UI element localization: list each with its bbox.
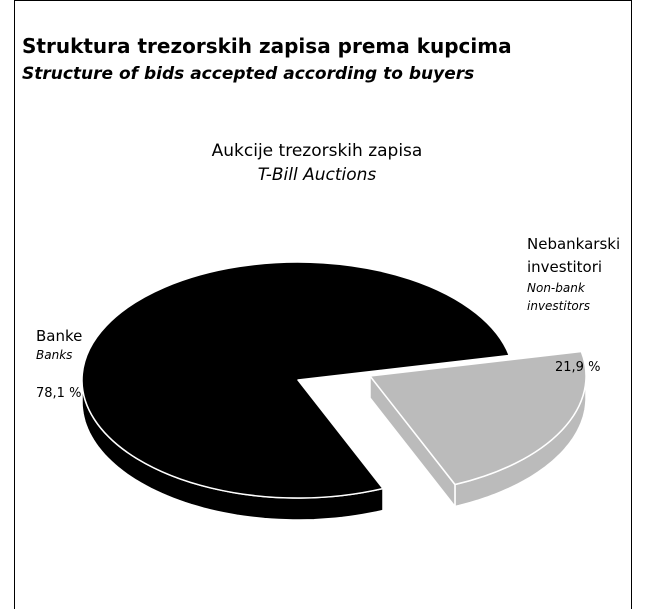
slice-label-nonbank-en-1: Non-bank bbox=[527, 281, 586, 295]
slice-value-nonbank: 21,9 % bbox=[555, 360, 600, 375]
page-title: Struktura trezorskih zapisa prema kupcim… bbox=[22, 34, 512, 58]
pie-layer bbox=[81, 261, 587, 521]
slice-label-nonbank-2: investitori bbox=[527, 258, 602, 276]
chart-subtitle: T-Bill Auctions bbox=[258, 165, 377, 185]
slice-label-nonbank-1: Nebankarski bbox=[527, 235, 620, 253]
pie-slice-nonbank-top bbox=[369, 350, 587, 486]
slice-label-banks-en: Banks bbox=[36, 348, 72, 362]
slice-label-banks: Banke bbox=[36, 327, 82, 345]
slice-label-nonbank-en-2: investitors bbox=[527, 299, 590, 313]
pie-slice-banks-top bbox=[81, 261, 511, 499]
chart-title: Aukcije trezorskih zapisa bbox=[212, 141, 423, 161]
page-subtitle: Structure of bids accepted according to … bbox=[22, 64, 475, 84]
pie-slice-banks-group bbox=[81, 261, 511, 521]
pie-slice-nonbank-group bbox=[369, 350, 587, 509]
chart-frame bbox=[14, 0, 632, 609]
slice-value-banks: 78,1 % bbox=[36, 386, 81, 401]
